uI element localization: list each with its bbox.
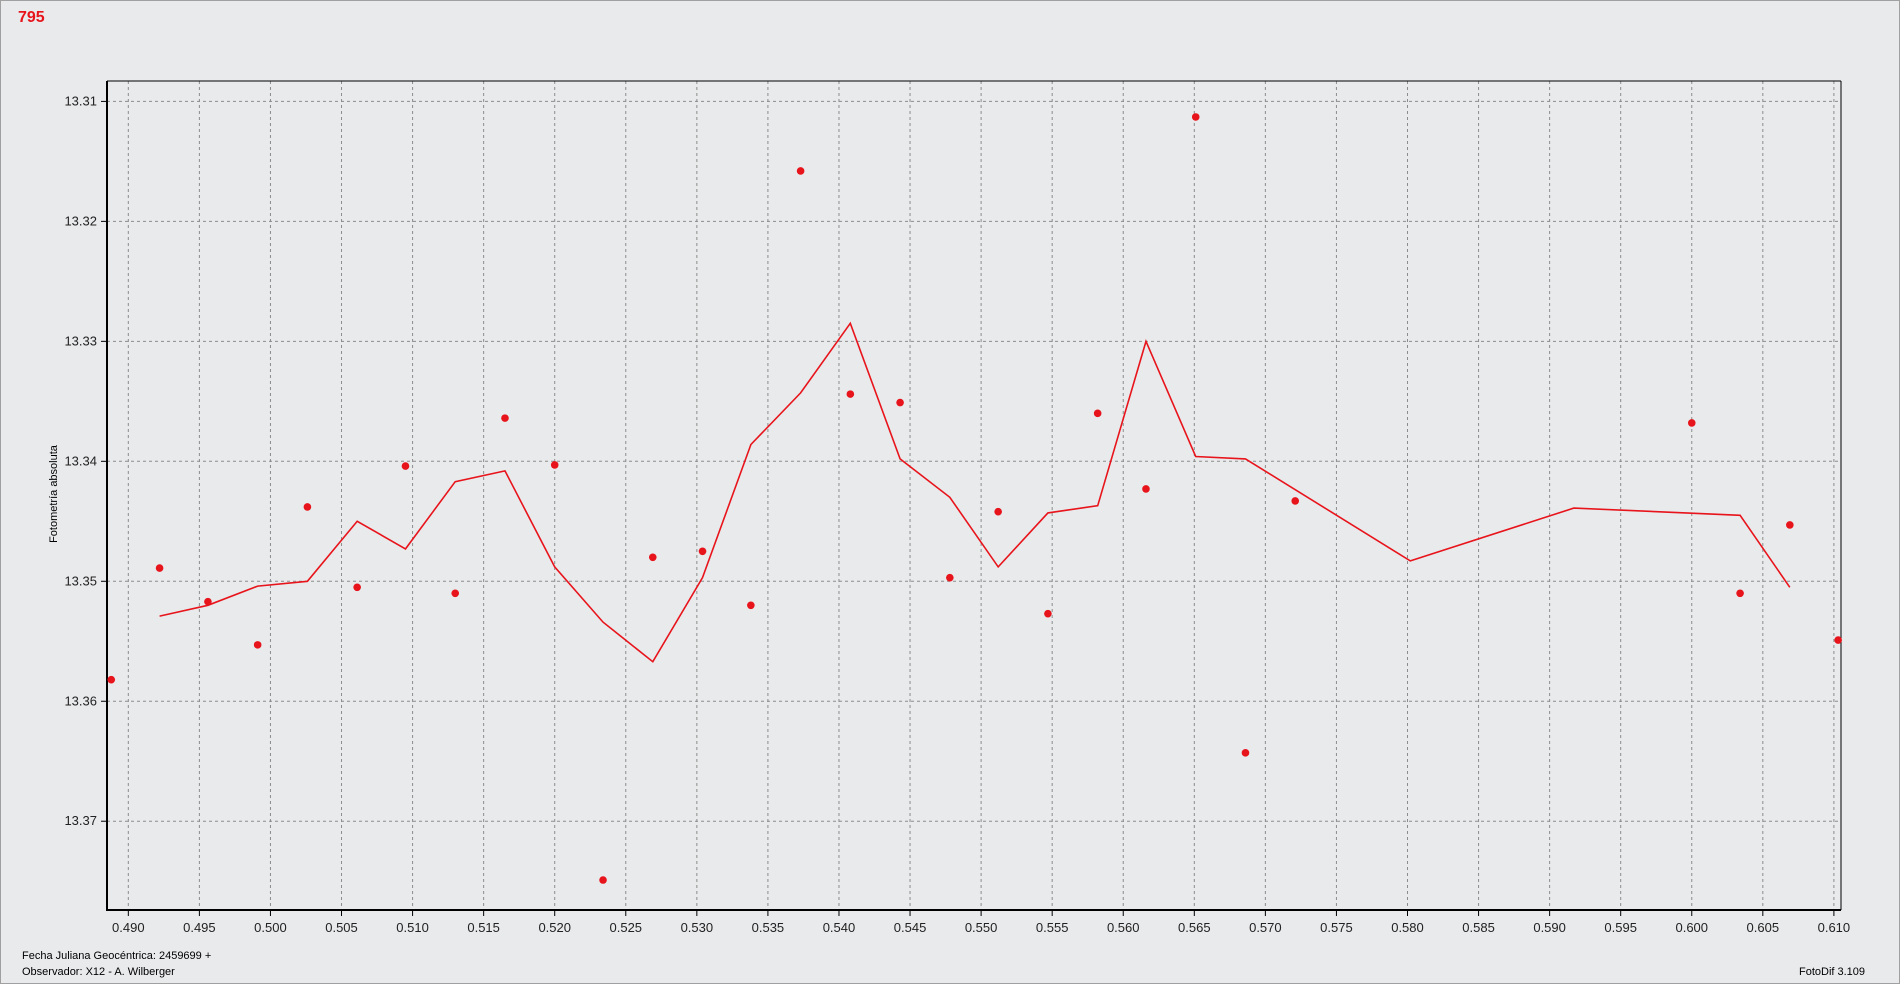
- data-point: [846, 390, 855, 398]
- y-tick-label: 13.36: [64, 693, 97, 708]
- x-tick-label: 0.530: [681, 920, 714, 935]
- data-point: [946, 573, 954, 582]
- x-tick-label: 0.585: [1462, 920, 1495, 935]
- data-point: [155, 564, 164, 572]
- x-tick-label: 0.560: [1107, 920, 1140, 935]
- data-point: [1093, 409, 1102, 418]
- data-point: [1736, 589, 1744, 598]
- data-point: [401, 462, 410, 470]
- series-line: [159, 321, 1791, 663]
- x-tick-label: 0.590: [1533, 920, 1566, 935]
- y-tick-label: 13.33: [64, 333, 97, 348]
- x-tick-label: 0.580: [1391, 920, 1424, 935]
- footer-software: FotoDif 3.109: [1799, 966, 1866, 978]
- x-tick-label: 0.610: [1818, 920, 1851, 935]
- data-point: [451, 589, 460, 598]
- data-point: [303, 503, 312, 511]
- y-tick-label: 13.37: [64, 813, 97, 828]
- data-point: [501, 414, 509, 422]
- x-tick-label: 0.545: [894, 920, 927, 935]
- x-tick-label: 0.520: [538, 920, 571, 935]
- y-tick-label: 13.32: [64, 213, 97, 228]
- data-point: [698, 547, 707, 556]
- x-tick-label: 0.600: [1675, 920, 1708, 935]
- data-point: [253, 641, 262, 649]
- footer-date-label: Fecha Juliana Geocéntrica: 2459699 +: [22, 950, 212, 962]
- data-point: [599, 876, 607, 884]
- plot-area: [107, 81, 1841, 910]
- data-point: [1044, 609, 1052, 618]
- data-point: [747, 601, 755, 610]
- data-point: [648, 553, 657, 562]
- data-point: [353, 583, 361, 592]
- x-tick-label: 0.535: [752, 920, 785, 935]
- x-tick-label: 0.555: [1036, 920, 1069, 935]
- data-point: [1191, 113, 1200, 121]
- x-tick-label: 0.605: [1747, 920, 1780, 935]
- y-tick-label: 13.34: [64, 453, 97, 468]
- x-tick-label: 0.500: [254, 920, 287, 935]
- y-tick-label: 13.35: [64, 573, 97, 588]
- x-tick-label: 0.550: [965, 920, 998, 935]
- x-tick-label: 0.570: [1249, 920, 1282, 935]
- data-point: [1291, 497, 1300, 505]
- x-tick-label: 0.575: [1320, 920, 1353, 935]
- plot-id: 795: [18, 9, 45, 26]
- data-point: [550, 461, 559, 469]
- x-tick-label: 0.525: [610, 920, 643, 935]
- x-tick-label: 0.540: [823, 920, 856, 935]
- data-point: [1786, 521, 1794, 529]
- data-point: [1142, 485, 1150, 493]
- data-point: [1241, 749, 1250, 757]
- data-point: [107, 675, 116, 684]
- footer-observer: Observador: X12 - A. Wilberger: [22, 966, 175, 978]
- data-point: [204, 597, 212, 606]
- x-tick-label: 0.490: [112, 920, 145, 935]
- x-tick-label: 0.565: [1178, 920, 1211, 935]
- data-point: [1834, 636, 1842, 644]
- data-point: [796, 167, 805, 175]
- y-tick-label: 13.31: [64, 93, 97, 108]
- x-tick-label: 0.515: [467, 920, 500, 935]
- data-point: [994, 507, 1002, 516]
- x-tick-label: 0.495: [183, 920, 216, 935]
- data-point: [1687, 419, 1696, 427]
- x-tick-label: 0.505: [325, 920, 358, 935]
- x-tick-label: 0.595: [1604, 920, 1637, 935]
- data-point: [896, 398, 904, 407]
- x-tick-label: 0.510: [396, 920, 429, 935]
